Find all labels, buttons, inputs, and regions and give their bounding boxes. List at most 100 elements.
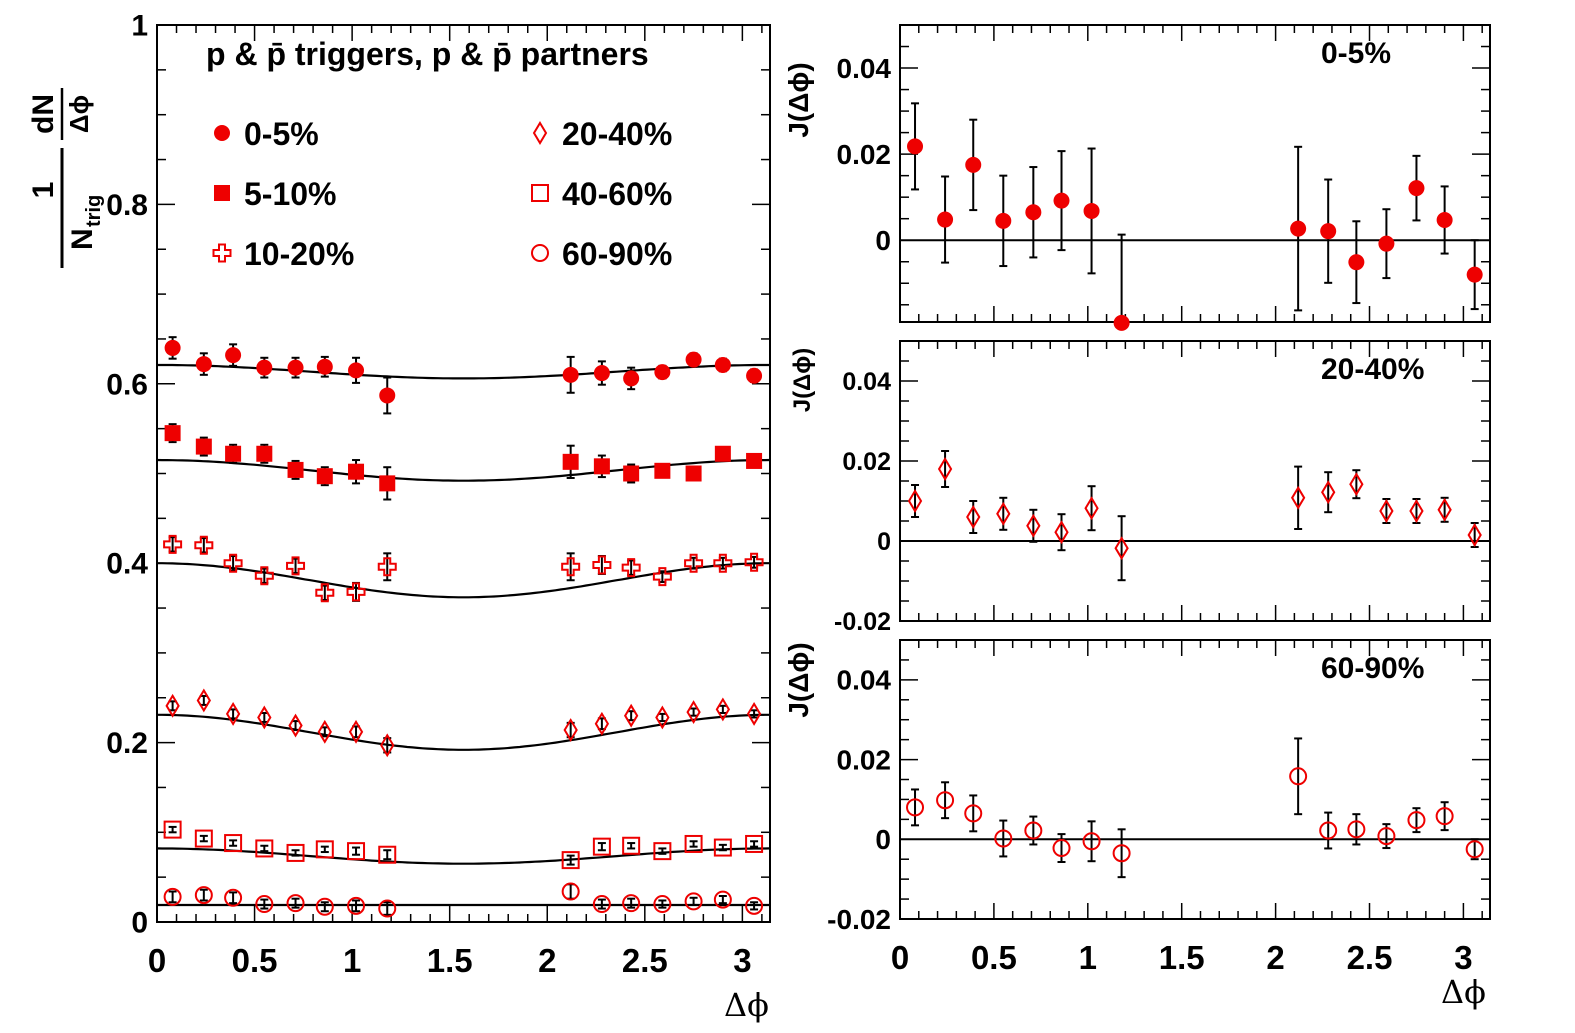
x-tick-label: 2 — [1266, 939, 1284, 976]
error-bar — [1470, 522, 1479, 548]
x-tick-label: 1.5 — [1159, 939, 1205, 976]
data-point — [655, 705, 670, 730]
legend-label: 0-5% — [244, 116, 319, 152]
data-point — [223, 553, 243, 573]
right-y-axis-label-bottom: J(Δϕ) — [783, 642, 814, 717]
data-point — [378, 899, 397, 918]
data-point — [347, 896, 366, 915]
error-bar — [1057, 833, 1066, 864]
data-point — [1436, 211, 1453, 228]
data-point — [652, 567, 672, 587]
error-bar — [750, 709, 759, 719]
data-point — [316, 468, 333, 485]
x-tick-label: 2.5 — [622, 942, 668, 979]
ylabel-dn: dN — [27, 94, 60, 134]
error-bar — [658, 847, 667, 855]
panel-label: 0-5% — [1321, 37, 1391, 70]
error-bar — [1117, 515, 1126, 582]
error-bar — [320, 845, 329, 854]
legend-marker — [214, 125, 230, 141]
data-point — [964, 804, 983, 823]
data-point — [713, 838, 732, 857]
data-point — [906, 798, 925, 817]
data-point — [287, 359, 304, 376]
error-bar — [1087, 485, 1096, 532]
data-point — [1378, 235, 1395, 252]
fit-curve — [156, 458, 771, 482]
data-point — [288, 713, 303, 738]
data-point — [623, 703, 639, 728]
x-tick-label: 2 — [538, 942, 556, 979]
data-point — [995, 212, 1012, 229]
data-point — [1349, 472, 1364, 497]
data-point — [286, 556, 306, 576]
y-tick-label: -0.02 — [834, 608, 891, 636]
x-tick-label: 2.5 — [1347, 939, 1393, 976]
data-point — [994, 829, 1013, 848]
data-point — [715, 697, 731, 722]
error-bar — [1324, 471, 1333, 514]
data-point — [315, 840, 334, 859]
data-point — [685, 351, 702, 368]
ylabel-one: 1 — [27, 182, 60, 199]
left-y-axis-label: 1 N trig dN Δϕ — [27, 88, 105, 268]
data-point — [936, 791, 955, 810]
plot-frame-right-0-5 — [899, 24, 1491, 323]
error-bar — [718, 894, 727, 905]
data-point — [1377, 827, 1396, 846]
y-tick-label: 0 — [875, 225, 891, 256]
data-point — [684, 553, 704, 573]
fit-curve — [156, 847, 771, 865]
error-bar — [291, 897, 300, 909]
x-tick-label: 3 — [1454, 939, 1472, 976]
error-bar — [689, 840, 698, 848]
error-bar — [1382, 498, 1391, 524]
data-point — [907, 138, 924, 155]
error-bar — [566, 883, 575, 900]
data-point — [621, 558, 641, 578]
error-bar — [627, 897, 636, 909]
data-point — [746, 452, 763, 469]
data-point — [316, 358, 333, 375]
ylabel-n: N — [66, 228, 99, 250]
error-bar — [1117, 233, 1126, 323]
error-bar — [1352, 813, 1361, 846]
error-bar — [229, 891, 238, 905]
data-point — [1112, 844, 1131, 863]
data-point — [653, 895, 672, 914]
error-bar — [969, 794, 978, 833]
x-tick-label: 0 — [148, 942, 166, 979]
error-bar — [229, 839, 238, 847]
data-point — [1467, 523, 1482, 547]
error-bar — [199, 694, 208, 706]
error-bar — [750, 901, 759, 911]
data-point — [965, 156, 982, 173]
data-point — [256, 445, 273, 462]
data-point — [746, 701, 762, 726]
x-tick-label: 1.5 — [427, 942, 473, 979]
error-bar — [320, 901, 329, 913]
error-bar — [260, 844, 269, 853]
legend: 0-5% 20-40% 5-10% 40-60% 10-20% 60-90% — [212, 116, 672, 272]
data-point — [713, 890, 732, 909]
data-point — [1289, 767, 1308, 786]
data-point — [1025, 204, 1042, 221]
error-bar — [1324, 811, 1333, 850]
y-tick-label: 0 — [131, 907, 148, 940]
y-tick-label: 0.8 — [106, 189, 148, 222]
legend-label: 40-60% — [562, 176, 672, 212]
data-point — [1435, 807, 1454, 826]
y-tick-label: 0 — [877, 528, 891, 556]
error-bar — [260, 898, 269, 910]
data-point — [224, 834, 243, 853]
x-tick-label: 3 — [733, 942, 751, 979]
data-point — [164, 339, 181, 356]
error-bar — [1440, 496, 1449, 523]
data-point — [194, 886, 213, 905]
data-point — [745, 896, 764, 915]
error-bar — [1294, 737, 1303, 816]
data-point — [1379, 499, 1394, 523]
data-point — [561, 557, 581, 577]
error-bar — [658, 899, 667, 909]
